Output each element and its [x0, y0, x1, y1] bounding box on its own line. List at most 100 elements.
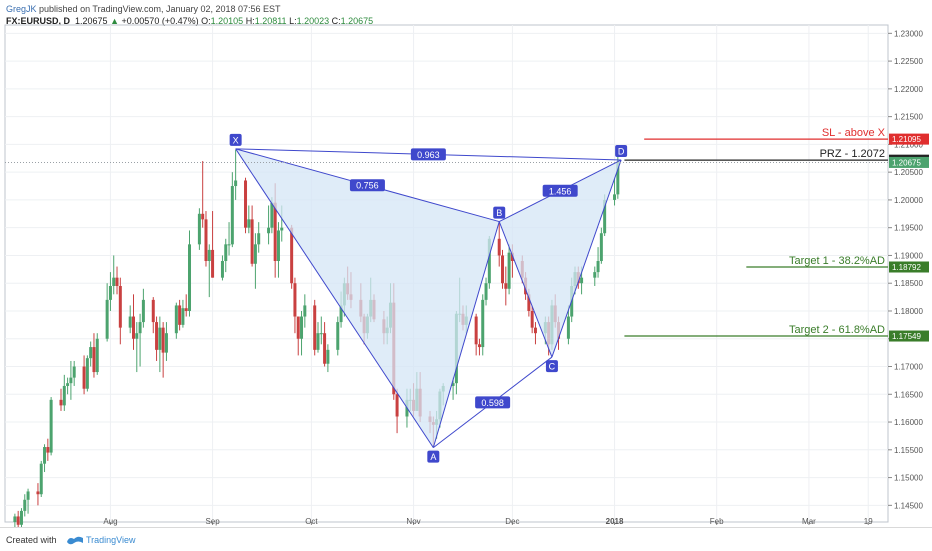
ratio-label-box[interactable]	[475, 396, 511, 409]
candle-body	[36, 491, 40, 495]
level-price-tag-label: 1.21095	[892, 135, 921, 144]
candle-body	[201, 213, 205, 220]
candle-body	[13, 516, 17, 522]
candle-body	[533, 327, 537, 334]
level-label: PRZ - 1.2072	[820, 148, 885, 160]
tradingview-link[interactable]: TradingView	[86, 535, 136, 545]
candle-body	[566, 316, 570, 339]
ratio-label[interactable]: 0.598	[481, 398, 504, 408]
candle-body	[108, 285, 112, 300]
tradingview-logo-icon[interactable]	[66, 533, 84, 551]
candle-body	[26, 491, 30, 500]
pattern-point-a[interactable]	[427, 450, 440, 463]
candle-body	[487, 238, 491, 284]
ratio-label-box[interactable]	[410, 148, 446, 161]
candle-body	[184, 308, 188, 311]
candle-body	[250, 219, 254, 264]
candle-body	[257, 233, 261, 245]
pattern-point-label[interactable]: D	[618, 146, 625, 156]
candle-body	[477, 344, 481, 348]
candle-body	[89, 347, 93, 359]
level-price-tag-label: 1.18792	[892, 263, 921, 272]
candle-body	[593, 272, 597, 278]
candle-body	[43, 447, 47, 464]
candle-body	[596, 261, 600, 273]
high-label: H:	[245, 16, 255, 26]
candle-body	[174, 305, 178, 334]
level-price-tag	[889, 330, 929, 342]
pattern-point-b[interactable]	[493, 206, 506, 219]
candle-body	[326, 349, 330, 364]
y-tick-label: 1.20000	[894, 196, 923, 205]
candle-body	[39, 463, 43, 495]
x-tick-label: Oct	[305, 517, 318, 526]
y-tick-label: 1.16000	[894, 418, 923, 427]
ohlc-legend: FX:EURUSD, D 1.20675 ▲ +0.00570 (+0.47%)…	[6, 15, 373, 27]
level-price-tag	[889, 261, 929, 273]
y-tick-label: 1.21000	[894, 140, 923, 149]
time-axis[interactable]: Aug Sep Oct Nov Dec 2018 Feb Mar 19	[103, 517, 873, 526]
y-tick-label: 1.20500	[894, 168, 923, 177]
x-tick-label: Dec	[505, 517, 519, 526]
candle-body	[497, 238, 501, 256]
y-tick-label: 1.19500	[894, 224, 923, 233]
close-label: C:	[331, 16, 341, 26]
y-tick-label: 1.19000	[894, 251, 923, 260]
candle-body	[273, 202, 277, 262]
candle-body	[138, 322, 142, 334]
open-value: 1.20105	[210, 16, 244, 26]
candle-body	[105, 299, 109, 339]
low-label: L:	[289, 16, 297, 26]
candle-body	[85, 358, 89, 389]
price-chart[interactable]: 1.14500 1.15000 1.15500 1.16000 1.16500 1.170…	[0, 0, 932, 527]
candle-body	[230, 186, 234, 245]
candle-body	[220, 261, 224, 278]
pattern-point-c[interactable]	[545, 360, 558, 373]
candle-body	[151, 299, 155, 323]
y-tick-label: 1.15500	[894, 446, 923, 455]
pattern-point-label[interactable]: B	[496, 208, 502, 218]
x-tick-label: Mar	[802, 517, 816, 526]
candle-body	[115, 277, 119, 286]
candle-body	[16, 516, 20, 525]
author-name[interactable]: GregJK	[6, 4, 37, 14]
pattern-point-x[interactable]	[229, 133, 242, 146]
bcd-triangle	[499, 159, 622, 358]
pattern-line-bc	[498, 221, 553, 358]
candle-body	[131, 316, 135, 339]
harmonic-pattern[interactable]: 0.756 0.598 1.456 0.963 X A B C D	[229, 133, 628, 463]
close-value: 1.20675	[340, 16, 374, 26]
level-label: Target 2 - 61.8%AD	[789, 324, 885, 336]
high-value: 1.20811	[254, 16, 287, 26]
candle-body	[395, 394, 399, 417]
up-arrow-icon: ▲	[110, 16, 120, 26]
pattern-point-label[interactable]: C	[549, 362, 556, 372]
candle-body	[323, 333, 327, 364]
candle-body	[112, 277, 116, 286]
candle-body	[211, 249, 215, 278]
y-tick-label: 1.21500	[894, 113, 923, 122]
ratio-label[interactable]: 0.756	[356, 181, 379, 191]
candle-body	[62, 385, 66, 406]
ratio-label-box[interactable]	[349, 179, 385, 192]
candle-body	[270, 202, 274, 228]
level-label: Target 1 - 38.2%AD	[789, 255, 885, 267]
candle-body	[46, 447, 50, 453]
pattern-point-label[interactable]: X	[233, 135, 239, 145]
pattern-point-label[interactable]: A	[430, 452, 436, 462]
ratio-label-box[interactable]	[542, 184, 578, 197]
pattern-point-d[interactable]	[615, 144, 628, 157]
candle-body	[135, 333, 139, 339]
created-with-label: Created with	[6, 535, 57, 545]
pattern-line-ab	[432, 221, 500, 448]
open-label: O:	[201, 16, 211, 26]
ratio-label[interactable]: 0.963	[417, 150, 440, 160]
ratio-label[interactable]: 1.456	[549, 186, 572, 196]
level-label: SL - above X	[822, 127, 886, 139]
candle-body	[280, 227, 284, 231]
candle-body	[19, 510, 23, 525]
y-tick-label: 1.23000	[894, 29, 923, 38]
candle-body	[616, 162, 620, 195]
candle-body	[155, 322, 159, 350]
